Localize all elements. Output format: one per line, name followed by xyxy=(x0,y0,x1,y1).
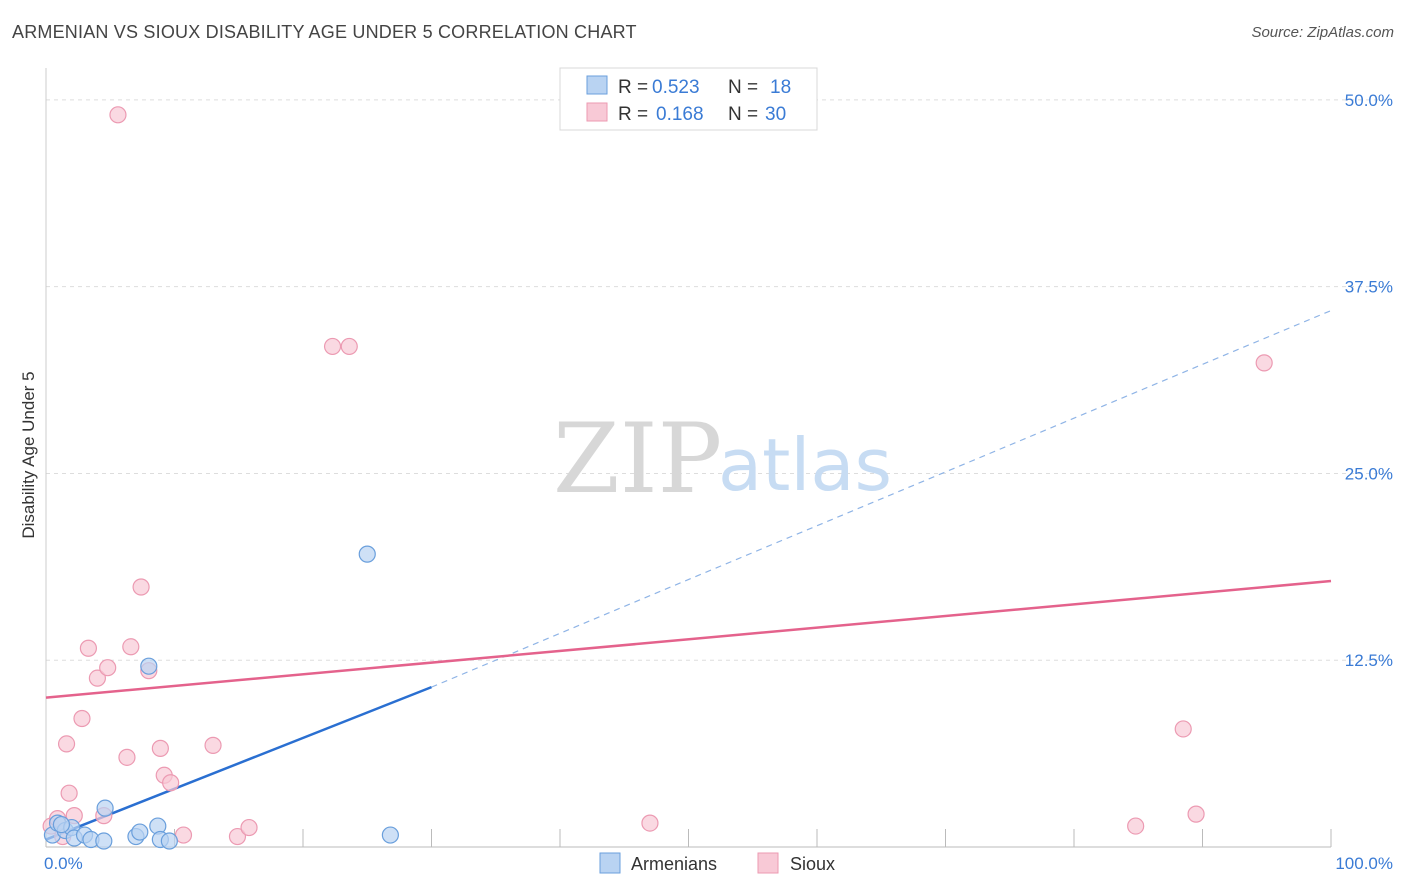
trend-lines xyxy=(45,310,1332,841)
sioux-n-value: 30 xyxy=(765,104,786,125)
watermark-atlas: atlas xyxy=(718,423,892,507)
sioux-point-18 xyxy=(162,774,180,792)
y-axis-label: Disability Age Under 5 xyxy=(19,371,38,538)
watermark-zip: ZIP xyxy=(553,403,722,515)
armenians-r-value: 0.523 xyxy=(652,77,700,98)
armenians-point-14 xyxy=(160,832,178,850)
x-tick-label-1: 100.0% xyxy=(1335,854,1393,873)
series-legend: Armenians Sioux xyxy=(599,852,835,874)
armenians-point-15 xyxy=(358,545,376,563)
armenians-r-label: R = xyxy=(618,77,648,98)
sioux-point-21 xyxy=(228,827,247,846)
sioux-point-16 xyxy=(151,739,169,757)
armenians-point-8 xyxy=(96,799,114,817)
y-tick-labels: 12.5% 25.0% 37.5% 50.0% xyxy=(1345,91,1393,670)
legend-armenians-label: Armenians xyxy=(631,854,717,874)
sioux-point-11 xyxy=(109,106,127,124)
watermark: ZIP atlas xyxy=(553,403,892,515)
sioux-point-22 xyxy=(240,818,258,837)
sioux-r-label: R = xyxy=(618,104,648,125)
armenians-n-label: N = xyxy=(728,77,758,98)
sioux-point-6 xyxy=(73,709,91,728)
x-tick-label-0: 0.0% xyxy=(44,854,83,873)
armenians-n-value: 18 xyxy=(770,77,791,98)
armenians-point-11 xyxy=(140,657,158,675)
sioux-point-20 xyxy=(204,736,222,754)
sioux-point-28 xyxy=(1187,805,1205,823)
legend-sioux-label: Sioux xyxy=(790,854,835,874)
sioux-point-7 xyxy=(79,639,98,657)
legend-sioux-swatch xyxy=(757,852,779,874)
sioux-swatch xyxy=(586,102,608,122)
armenians-point-10 xyxy=(131,823,149,841)
x-tick-labels: 0.0% 100.0% xyxy=(44,854,1393,873)
y-tick-label-0: 12.5% xyxy=(1345,651,1393,670)
sioux-r-value: 0.168 xyxy=(656,104,704,125)
source-label: Source: ZipAtlas.com xyxy=(1251,24,1394,41)
sioux-point-29 xyxy=(1255,354,1273,372)
armenians-trend-extension xyxy=(431,310,1332,688)
sioux-point-13 xyxy=(122,638,140,656)
y-tick-label-1: 25.0% xyxy=(1345,464,1393,483)
sioux-point-26 xyxy=(1127,817,1145,835)
sioux-point-4 xyxy=(60,784,78,802)
data-points xyxy=(42,106,1273,850)
sioux-point-14 xyxy=(132,578,150,596)
y-tick-label-3: 50.0% xyxy=(1345,91,1393,110)
sioux-point-25 xyxy=(641,814,659,832)
sioux-point-12 xyxy=(118,748,136,766)
sioux-point-3 xyxy=(57,735,76,753)
grid-lines xyxy=(45,68,1390,847)
y-tick-label-2: 37.5% xyxy=(1345,278,1393,297)
sioux-point-27 xyxy=(1174,720,1192,738)
legend-armenians-swatch xyxy=(599,852,621,874)
chart-title: ARMENIAN VS SIOUX DISABILITY AGE UNDER 5… xyxy=(12,22,637,42)
sioux-point-8 xyxy=(88,669,107,687)
sioux-n-label: N = xyxy=(728,104,758,125)
armenians-swatch xyxy=(586,75,608,95)
sioux-point-10 xyxy=(99,659,117,677)
armenians-point-16 xyxy=(381,826,399,844)
sioux-point-23 xyxy=(323,337,342,356)
armenians-point-7 xyxy=(95,832,113,850)
armenians-point-17 xyxy=(52,815,71,834)
stats-legend: R = 0.523 N = 18 R = 0.168 N = 30 xyxy=(559,67,818,131)
sioux-trend-line xyxy=(45,579,1332,699)
sioux-point-24 xyxy=(340,337,358,356)
